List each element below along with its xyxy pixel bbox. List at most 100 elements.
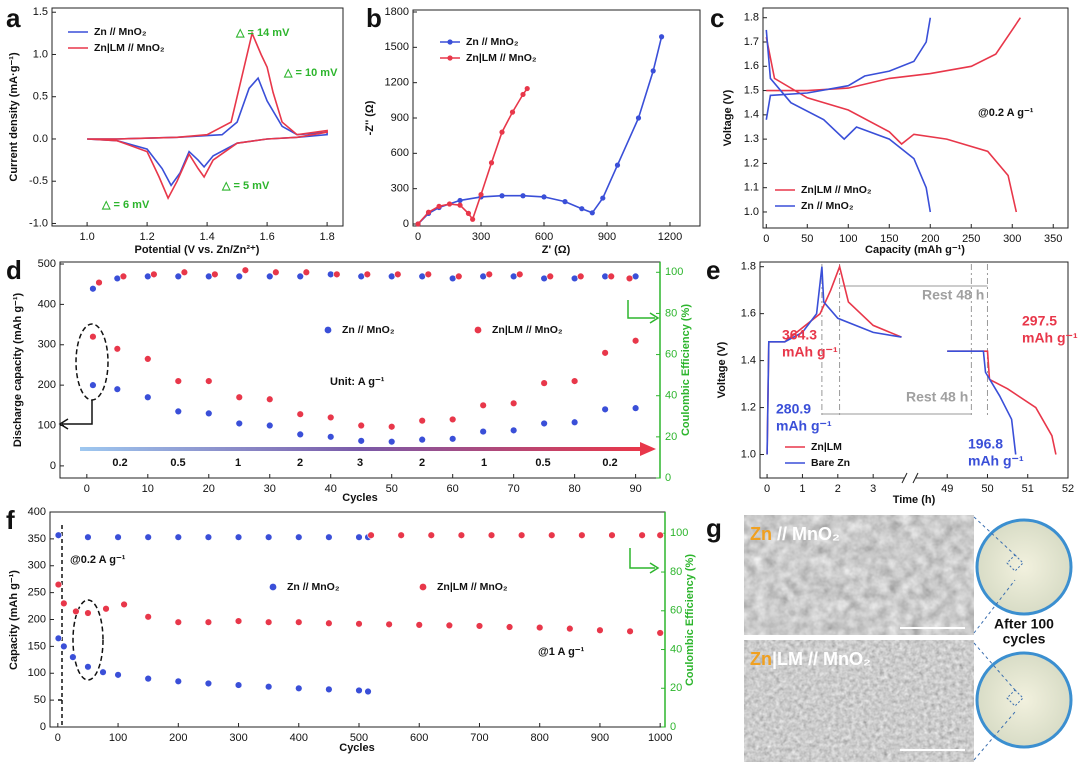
point: [566, 624, 574, 633]
point: [295, 684, 303, 692]
point: [509, 426, 518, 435]
legend-label: Zn // MnO₂: [287, 581, 340, 593]
x-tick-label: 0: [84, 483, 90, 495]
x-tick-label: 3: [870, 483, 876, 495]
point: [205, 409, 213, 418]
legend-label: Bare Zn: [811, 457, 850, 469]
point: [499, 129, 505, 135]
x-axis-label: Cycles: [342, 492, 377, 504]
x-axis-label: Capacity (mAh g⁻¹): [865, 244, 965, 256]
point: [69, 653, 77, 661]
annotation: 280.9: [776, 401, 811, 417]
y-tick-label: 0: [403, 218, 409, 230]
x-tick-label: 100: [839, 233, 857, 245]
legend-label: Zn|LM // MnO₂: [94, 42, 165, 54]
legend-marker: [269, 583, 277, 591]
point: [144, 613, 152, 621]
x-tick-label: 100: [109, 732, 127, 744]
x-tick-label: 60: [447, 483, 459, 495]
x-tick-label: 300: [472, 231, 490, 243]
y-axis-label: -Z'' (Ω): [364, 100, 376, 135]
point: [465, 210, 472, 216]
point: [520, 193, 526, 199]
point: [570, 377, 579, 385]
x-tick-label: 300: [1003, 233, 1021, 245]
y2-tick-label: 60: [665, 348, 677, 360]
zoom-marker: [1006, 554, 1024, 707]
panel-label: b: [366, 3, 382, 33]
point: [540, 419, 548, 428]
annotation: Rest 48 h: [906, 389, 968, 405]
y2-tick-label: 20: [670, 682, 682, 694]
x-tick-label: 20: [203, 483, 215, 495]
point: [509, 109, 516, 115]
x-tick-label: 0: [764, 483, 770, 495]
annotation: 364.3: [782, 327, 817, 343]
point: [487, 531, 496, 539]
point: [204, 533, 213, 541]
point: [333, 270, 341, 279]
series-line: [766, 266, 1017, 455]
x-tick-label: 50: [386, 483, 398, 495]
x-tick-label: 50: [981, 483, 993, 495]
point: [241, 266, 250, 274]
y-tick-label: 900: [391, 112, 409, 124]
disc-photo: [975, 518, 1073, 616]
x-tick-label: 0: [415, 231, 421, 243]
x-tick-label: 49: [941, 483, 953, 495]
x-axis-label: Z' (Ω): [542, 244, 571, 256]
y-tick-label: 1.7: [744, 36, 759, 48]
series-line: [417, 36, 663, 225]
point: [658, 34, 665, 40]
point: [357, 272, 365, 281]
legend-label: Zn|LM // MnO₂: [801, 184, 872, 196]
point: [113, 345, 122, 353]
y-axis-label: Voltage (V): [716, 341, 728, 398]
point: [631, 337, 640, 345]
x-axis-label: Cycles: [339, 742, 374, 754]
annotation: mAh g⁻¹: [782, 344, 838, 360]
y-tick-label: 200: [38, 379, 56, 391]
y2-tick-label: 80: [670, 566, 682, 578]
caption: cycles: [1003, 631, 1046, 647]
y2-tick-label: 60: [670, 605, 682, 617]
point: [536, 623, 544, 632]
point: [635, 115, 642, 121]
point: [89, 332, 97, 341]
point: [54, 580, 63, 589]
y-tick-label: 1.1: [744, 182, 759, 194]
legend-label: Zn // MnO₂: [466, 36, 519, 48]
panel-label: c: [710, 3, 724, 33]
y-tick-label: 0: [50, 460, 56, 472]
y-tick-label: 1.0: [33, 48, 48, 60]
disc-photo: [975, 651, 1073, 749]
point: [295, 533, 303, 541]
x-tick-label: 2: [835, 483, 841, 495]
y-tick-label: 1800: [385, 6, 409, 18]
point: [204, 679, 213, 688]
y-tick-label: 350: [28, 533, 46, 545]
y-tick-label: 1.4: [744, 109, 759, 121]
y2-axis-label: Coulombic Efficiency (%): [680, 304, 692, 436]
y-tick-label: -0.5: [29, 175, 48, 187]
rate-label: 0.2: [602, 457, 617, 469]
rate-arrow-head: [640, 442, 656, 456]
point: [479, 401, 487, 410]
point: [204, 618, 213, 626]
point: [355, 533, 363, 541]
y-tick-label: 1.2: [744, 157, 759, 169]
axis-break: [905, 474, 915, 482]
x-tick-label: 1.4: [199, 231, 214, 243]
point: [54, 531, 63, 539]
image-title: Zn // MnO₂: [750, 524, 840, 544]
legend-marker: [447, 55, 453, 61]
legend-marker: [419, 583, 427, 591]
point: [418, 435, 426, 444]
y-tick-label: 250: [28, 587, 46, 599]
point: [102, 605, 110, 613]
panel-label: d: [6, 255, 22, 285]
annotation: △ = 14 mV: [235, 27, 290, 39]
point: [355, 620, 363, 628]
point: [144, 272, 152, 281]
point: [631, 404, 640, 412]
